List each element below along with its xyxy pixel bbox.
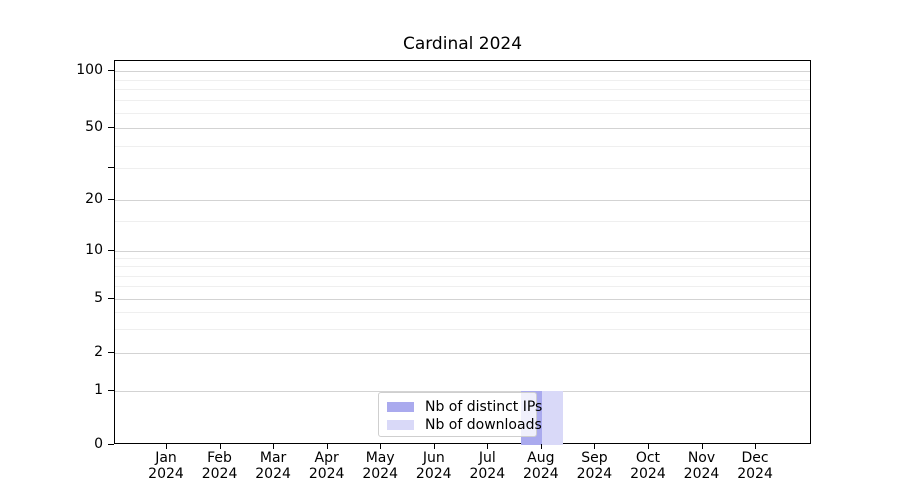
y-tick-mark	[108, 127, 114, 128]
y-tick-mark	[108, 70, 114, 71]
y-tick-label: 100	[76, 62, 103, 78]
x-tick-mark	[755, 444, 757, 449]
y-tick-mark	[108, 199, 114, 200]
x-tick-label: Sep 2024	[576, 450, 613, 482]
y-minor-gridline	[115, 312, 810, 314]
y-minor-gridline	[115, 145, 810, 147]
y-tick-label: 50	[85, 119, 103, 135]
y-tick-label: 2	[94, 344, 103, 360]
x-tick-label: Jun 2024	[415, 450, 452, 482]
x-tick-mark	[487, 444, 489, 449]
x-tick-mark	[273, 444, 275, 449]
y-tick-mark	[108, 389, 114, 391]
y-tick-label: 5	[94, 290, 103, 306]
x-tick-mark	[540, 444, 542, 449]
x-tick-label: Nov 2024	[683, 450, 720, 482]
x-tick-label: Dec 2024	[737, 450, 773, 482]
x-tick-label: Oct 2024	[630, 450, 666, 482]
x-tick-mark	[594, 444, 596, 449]
y-tick-mark	[108, 250, 114, 251]
y-major-gridline	[115, 390, 810, 392]
legend-entry-distinct-ips: Nb of distinct IPs	[387, 398, 542, 415]
y-minor-gridline	[115, 89, 810, 91]
y-minor-gridline	[115, 266, 810, 268]
y-minor-gridline	[115, 100, 810, 102]
y-tick-mark	[108, 443, 114, 445]
x-tick-mark	[433, 444, 435, 449]
legend-entry-downloads: Nb of downloads	[387, 416, 542, 433]
x-tick-label: Jan 2024	[148, 450, 184, 482]
y-tick-mark	[108, 167, 114, 169]
legend: Nb of distinct IPs Nb of downloads	[378, 392, 542, 437]
x-tick-label: Feb 2024	[201, 450, 238, 482]
y-minor-gridline	[115, 221, 810, 223]
y-major-gridline	[115, 200, 810, 201]
x-tick-label: Jul 2024	[469, 450, 506, 482]
y-tick-label: 1	[94, 381, 103, 398]
y-tick-label: 20	[85, 191, 103, 207]
x-tick-label: Mar 2024	[255, 450, 291, 482]
y-minor-gridline	[115, 286, 810, 288]
legend-label-distinct-ips: Nb of distinct IPs	[425, 398, 543, 415]
chart-title: Cardinal 2024	[402, 34, 523, 54]
y-minor-gridline	[115, 258, 810, 260]
legend-label-downloads: Nb of downloads	[425, 416, 542, 433]
y-major-gridline	[115, 299, 810, 300]
y-tick-mark	[108, 298, 114, 299]
plot-area	[114, 60, 811, 445]
legend-swatch-downloads	[387, 419, 414, 430]
bar-nb-of-downloads	[541, 390, 563, 445]
y-minor-gridline	[115, 79, 810, 81]
x-tick-mark	[701, 444, 703, 449]
x-tick-label: May 2024	[362, 450, 398, 482]
y-minor-gridline	[115, 275, 810, 277]
x-tick-label: Apr 2024	[308, 450, 345, 482]
y-major-gridline	[115, 353, 810, 354]
legend-swatch-distinct-ips	[387, 401, 414, 412]
y-tick-label: 0	[94, 435, 103, 452]
y-major-gridline	[115, 71, 810, 72]
x-tick-mark	[647, 444, 649, 449]
y-minor-gridline	[115, 113, 810, 114]
x-tick-mark	[380, 444, 382, 449]
x-tick-mark	[326, 444, 328, 449]
y-minor-gridline	[115, 168, 810, 170]
x-tick-mark	[219, 444, 221, 449]
y-tick-mark	[108, 352, 114, 353]
y-tick-label: 10	[85, 242, 103, 258]
y-minor-gridline	[115, 329, 810, 331]
x-tick-label: Aug 2024	[523, 450, 559, 482]
y-major-gridline	[115, 128, 810, 129]
y-major-gridline	[115, 251, 810, 252]
x-tick-mark	[166, 444, 167, 449]
